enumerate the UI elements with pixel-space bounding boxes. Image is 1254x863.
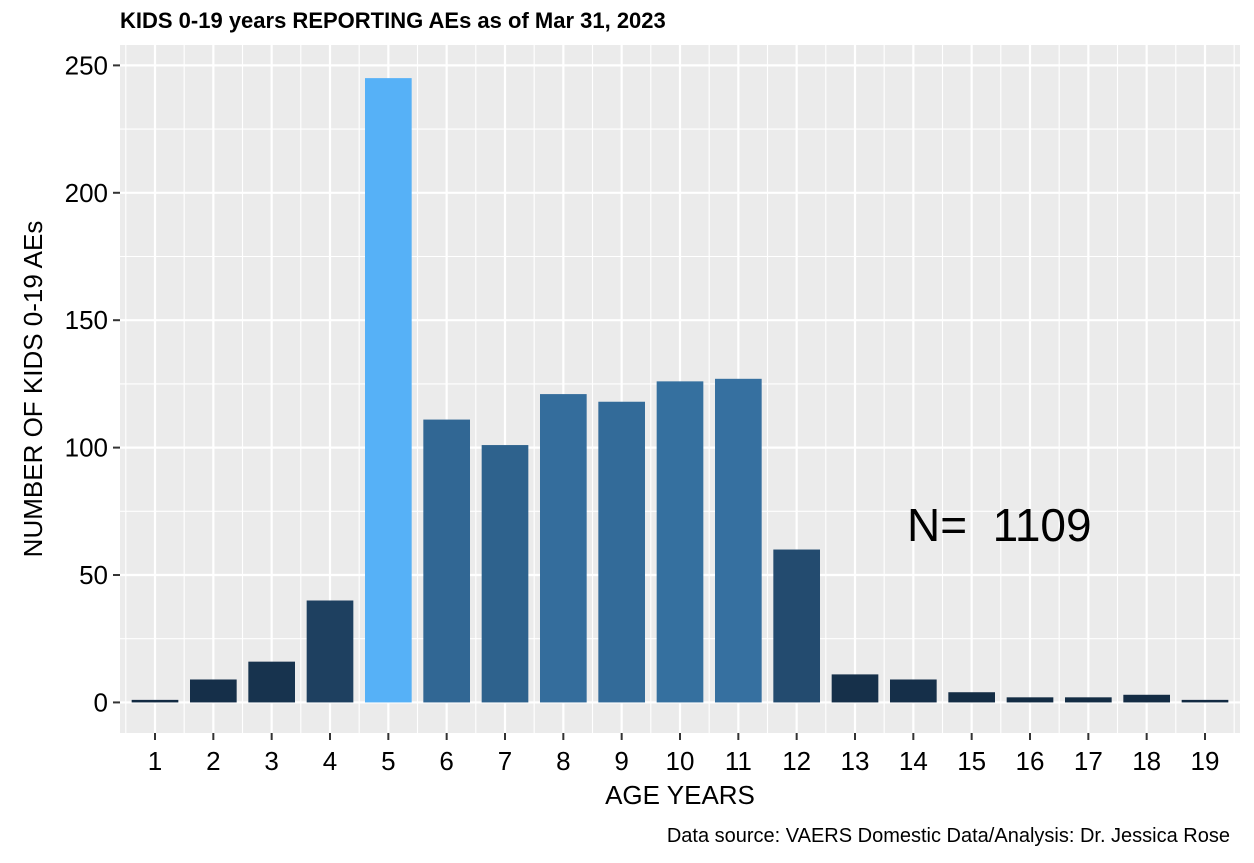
x-tick-label: 18 <box>1132 746 1161 776</box>
bar-age-3 <box>248 661 295 703</box>
x-tick-label: 8 <box>556 746 570 776</box>
x-tick-label: 16 <box>1016 746 1045 776</box>
bar-age-10 <box>656 381 704 703</box>
x-tick-label: 9 <box>614 746 628 776</box>
bars <box>131 78 1229 703</box>
chart-title: KIDS 0-19 years REPORTING AEs as of Mar … <box>120 8 666 33</box>
x-tick-label: 14 <box>899 746 928 776</box>
x-tick-label: 6 <box>439 746 453 776</box>
bar-age-19 <box>1181 699 1229 703</box>
x-tick-label: 19 <box>1191 746 1220 776</box>
bar-age-9 <box>598 401 645 703</box>
bar-age-16 <box>1006 697 1054 703</box>
bar-age-1 <box>131 699 179 703</box>
bar-age-14 <box>890 679 937 703</box>
x-tick-label: 11 <box>725 746 752 776</box>
x-axis: 1 2 3 4 5 6 7 8 9 10 11 12 13 14 15 16 17 18 19 <box>148 733 1220 776</box>
bar-age-11 <box>715 378 762 703</box>
x-axis-title: AGE YEARS <box>605 780 755 810</box>
y-tick-label: 200 <box>65 178 108 208</box>
x-tick-label: 15 <box>957 746 986 776</box>
minor-gridlines <box>120 45 1240 733</box>
bar-age-13 <box>831 674 879 703</box>
bar-age-6 <box>423 419 470 703</box>
y-tick-label: 100 <box>65 433 108 463</box>
y-tick-label: 0 <box>94 687 108 717</box>
x-tick-label: 7 <box>498 746 512 776</box>
bar-age-15 <box>948 692 995 703</box>
x-tick-label: 2 <box>206 746 220 776</box>
bar-age-2 <box>190 679 237 703</box>
x-tick-label: 10 <box>666 746 695 776</box>
x-tick-label: 17 <box>1074 746 1103 776</box>
bar-age-4 <box>306 600 354 703</box>
y-tick-label: 250 <box>65 50 108 80</box>
bar-age-7 <box>481 445 529 703</box>
x-tick-label: 13 <box>841 746 870 776</box>
y-tick-label: 50 <box>79 560 108 590</box>
y-axis: 0 50 100 150 200 250 <box>65 50 120 717</box>
y-axis-title: NUMBER OF KIDS 0-19 AEs <box>18 221 48 558</box>
bar-age-18 <box>1123 694 1170 703</box>
bar-age-8 <box>540 394 587 703</box>
bar-age-17 <box>1065 697 1112 703</box>
x-tick-label: 12 <box>782 746 811 776</box>
y-tick-label: 150 <box>65 305 108 335</box>
x-tick-label: 1 <box>148 746 162 776</box>
x-tick-label: 5 <box>381 746 395 776</box>
data-source-caption: Data source: VAERS Domestic Data/Analysi… <box>667 825 1230 847</box>
total-count-annotation: N= 1109 <box>907 499 1092 551</box>
x-tick-label: 3 <box>264 746 278 776</box>
bar-age-12 <box>773 549 820 703</box>
x-tick-label: 4 <box>323 746 337 776</box>
bar-age-5 <box>365 78 412 703</box>
